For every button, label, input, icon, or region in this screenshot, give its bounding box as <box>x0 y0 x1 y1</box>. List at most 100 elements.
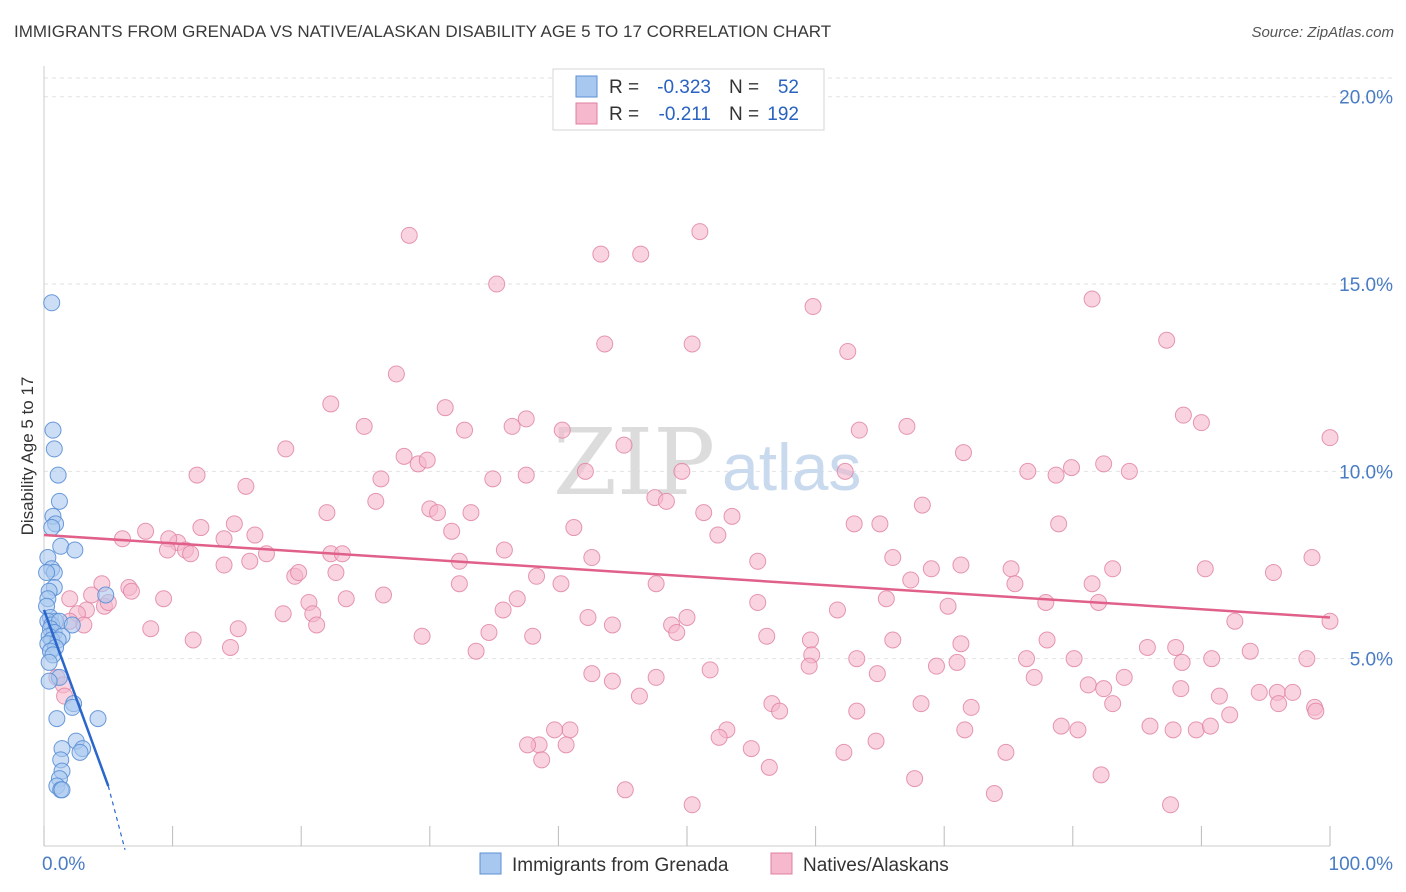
natives-point-62 <box>845 515 863 533</box>
natives-point-7 <box>596 335 614 353</box>
bottom-legend-swatch-grenada <box>479 852 502 875</box>
natives-point-189 <box>1187 721 1205 739</box>
natives-point-208 <box>1162 796 1180 814</box>
natives-point-122 <box>1321 612 1339 630</box>
natives-trend-line <box>43 533 1331 619</box>
natives-point-160 <box>647 668 665 686</box>
legend-n-label-1: N = <box>729 77 759 98</box>
x-tick-max: 100.0% <box>1329 854 1394 875</box>
natives-point-164 <box>1025 668 1043 686</box>
natives-point-201 <box>533 751 551 769</box>
natives-point-64 <box>1050 515 1068 533</box>
bottom-legend-label-natives: Natives/Alaskans <box>803 855 949 876</box>
natives-point-127 <box>308 616 326 634</box>
natives-point-107 <box>749 593 767 611</box>
natives-point-39 <box>372 470 390 488</box>
natives-point-161 <box>701 661 719 679</box>
natives-point-119 <box>939 597 957 615</box>
natives-point-197 <box>997 743 1015 761</box>
natives-point-116 <box>579 608 597 626</box>
natives-point-151 <box>1298 650 1316 668</box>
natives-point-45 <box>318 504 336 522</box>
legend-n-value-1: 52 <box>778 77 799 98</box>
natives-point-49 <box>657 492 675 510</box>
natives-point-51 <box>723 507 741 525</box>
grenada-point-2 <box>45 440 63 458</box>
grenada-point-8 <box>52 537 70 555</box>
natives-point-137 <box>884 631 902 649</box>
natives-point-141 <box>221 638 239 656</box>
natives-point-188 <box>1141 717 1159 735</box>
natives-point-162 <box>800 657 818 675</box>
natives-point-16 <box>456 421 474 439</box>
natives-point-138 <box>952 635 970 653</box>
natives-point-126 <box>142 620 160 638</box>
natives-point-150 <box>1241 642 1259 660</box>
natives-point-172 <box>1284 683 1302 701</box>
natives-alaskans-points <box>48 223 1339 814</box>
natives-point-204 <box>1092 766 1110 784</box>
legend-swatch-natives <box>575 102 598 125</box>
watermark-zip: ZIP <box>553 409 715 516</box>
bottom-legend: Immigrants from Grenada Natives/Alaskans <box>479 852 949 876</box>
y-axis-title: Disability Age 5 to 17 <box>18 377 37 536</box>
natives-point-26 <box>954 444 972 462</box>
natives-point-13 <box>436 399 454 417</box>
natives-point-19 <box>850 421 868 439</box>
natives-point-135 <box>758 627 776 645</box>
natives-point-14 <box>517 410 535 428</box>
natives-point-29 <box>418 451 436 469</box>
natives-point-4 <box>488 275 506 293</box>
natives-point-209 <box>683 796 701 814</box>
grenada-point-37 <box>40 672 58 690</box>
natives-point-109 <box>1037 593 1055 611</box>
natives-point-83 <box>1264 564 1282 582</box>
natives-point-75 <box>583 549 601 567</box>
natives-point-128 <box>229 620 247 638</box>
legend-r-label-1: R = <box>609 77 639 98</box>
natives-point-98 <box>122 582 140 600</box>
grenada-point-1 <box>44 421 62 439</box>
natives-point-158 <box>583 665 601 683</box>
natives-point-0 <box>400 226 418 244</box>
natives-point-34 <box>1063 459 1081 477</box>
natives-point-87 <box>327 564 345 582</box>
natives-point-104 <box>375 586 393 604</box>
natives-point-90 <box>450 575 468 593</box>
natives-point-76 <box>749 552 767 570</box>
grid <box>44 77 1393 660</box>
natives-point-77 <box>952 556 970 574</box>
natives-point-153 <box>927 657 945 675</box>
natives-point-31 <box>673 462 691 480</box>
legend-r-value-2: -0.211 <box>659 104 711 125</box>
natives-point-185 <box>956 721 974 739</box>
natives-point-173 <box>630 687 648 705</box>
natives-point-163 <box>868 665 886 683</box>
natives-point-182 <box>771 702 789 720</box>
grenada-points <box>38 294 115 799</box>
natives-point-99 <box>83 586 101 604</box>
grenada-point-40 <box>48 710 66 728</box>
grenada-point-35 <box>40 653 58 671</box>
natives-point-33 <box>1019 462 1037 480</box>
natives-point-21 <box>1192 414 1210 432</box>
natives-point-167 <box>1115 668 1133 686</box>
natives-point-202 <box>835 743 853 761</box>
bottom-legend-label-grenada: Immigrants from Grenada <box>512 855 729 876</box>
natives-point-92 <box>528 567 546 585</box>
natives-point-85 <box>241 552 259 570</box>
y-tick-label-20: 20.0% <box>1339 88 1393 109</box>
natives-point-22 <box>1174 406 1192 424</box>
natives-point-3 <box>632 245 650 263</box>
natives-point-61 <box>246 526 264 544</box>
natives-point-56 <box>443 522 461 540</box>
natives-point-139 <box>1038 631 1056 649</box>
natives-point-37 <box>1120 462 1138 480</box>
natives-point-136 <box>801 631 819 649</box>
natives-point-63 <box>871 515 889 533</box>
natives-point-41 <box>237 477 255 495</box>
x-tick-min: 0.0% <box>42 854 85 875</box>
natives-point-175 <box>912 695 930 713</box>
natives-point-18 <box>553 421 571 439</box>
natives-point-15 <box>355 417 373 435</box>
